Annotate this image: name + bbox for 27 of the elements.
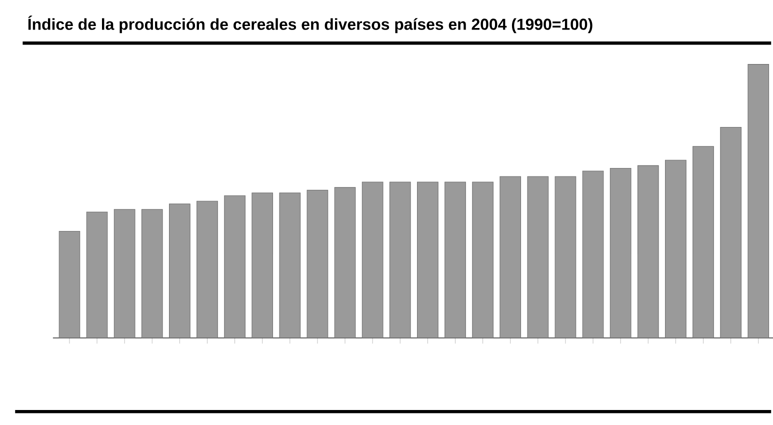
bar bbox=[279, 192, 301, 338]
bar bbox=[362, 182, 384, 338]
bar bbox=[86, 212, 108, 338]
bar bbox=[554, 176, 576, 338]
bar bbox=[500, 176, 522, 338]
bar bbox=[444, 182, 466, 338]
bar bbox=[389, 182, 411, 338]
bar bbox=[720, 127, 742, 338]
bar bbox=[472, 182, 494, 338]
bar bbox=[306, 190, 328, 338]
bar bbox=[58, 231, 80, 338]
bar bbox=[610, 168, 632, 338]
bar bbox=[334, 187, 356, 338]
bar bbox=[417, 182, 438, 338]
bar bbox=[748, 64, 770, 338]
bar bbox=[114, 209, 136, 338]
bar bbox=[527, 176, 549, 338]
bar bbox=[169, 204, 190, 338]
bar bbox=[637, 165, 659, 338]
chart-title: Índice de la producción de cereales en diversos países en 2004 (1990=100) bbox=[28, 16, 592, 34]
bar bbox=[224, 195, 246, 338]
bar bbox=[665, 160, 686, 338]
bar bbox=[196, 200, 218, 338]
bar bbox=[692, 146, 714, 338]
bar bbox=[252, 192, 274, 338]
bar bbox=[141, 209, 163, 338]
bar bbox=[582, 170, 604, 338]
